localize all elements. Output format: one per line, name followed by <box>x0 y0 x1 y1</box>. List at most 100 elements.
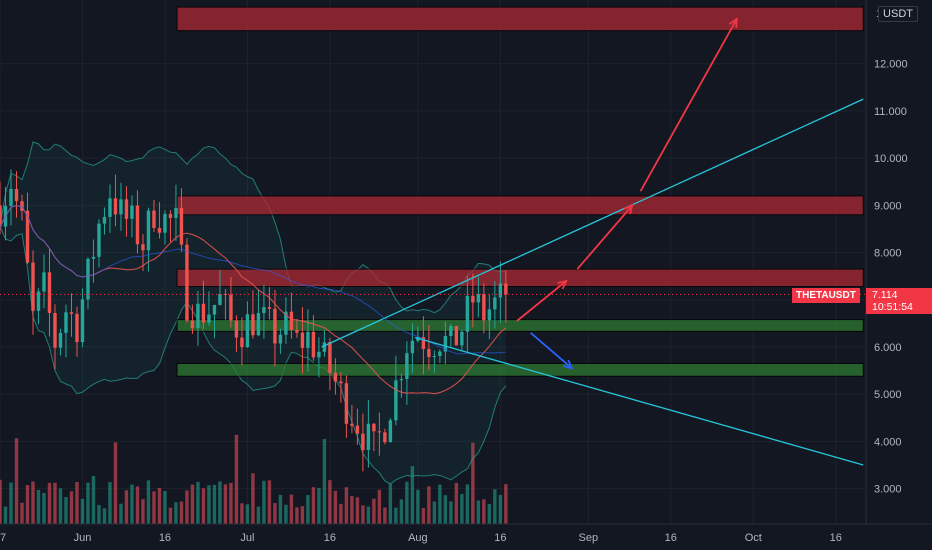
candle-body <box>91 256 96 259</box>
volume-bar <box>234 434 239 524</box>
candle-body <box>152 210 156 229</box>
candle-body <box>240 337 244 348</box>
price-tick-label: 9.000 <box>874 200 902 212</box>
volume-bar <box>97 505 101 524</box>
volume-bar <box>141 499 145 524</box>
volume-bar <box>135 486 140 524</box>
time-tick-label: 16 <box>324 532 336 544</box>
candle-body <box>256 313 261 336</box>
symbol-badge: THETAUSDT <box>792 288 860 303</box>
volume-bar <box>113 442 118 524</box>
candle-body <box>245 314 250 348</box>
candle-body <box>449 325 453 337</box>
volume-bar <box>454 482 459 524</box>
candle-body <box>163 213 167 233</box>
candle-body <box>141 244 145 251</box>
candle-body <box>355 425 360 434</box>
candle-body <box>460 331 464 346</box>
volume-bar <box>174 502 178 524</box>
volume-bar <box>124 490 129 524</box>
volume-bar <box>427 486 431 524</box>
candle-body <box>295 330 299 333</box>
volume-bar <box>152 491 156 524</box>
candle-body <box>410 340 415 354</box>
candle-body <box>383 432 387 443</box>
volume-bar <box>58 488 63 524</box>
candle-body <box>289 311 294 331</box>
volume-bar <box>333 490 338 524</box>
price-tick-label: 8.000 <box>874 248 902 260</box>
volume-bar <box>218 481 222 524</box>
volume-bar <box>394 507 398 524</box>
candle-body <box>201 303 206 323</box>
candle-body <box>427 348 431 358</box>
candle-body <box>284 311 288 335</box>
volume-bars <box>0 434 508 524</box>
currency-badge[interactable]: USDT <box>878 6 918 22</box>
candle-body <box>317 351 321 358</box>
candle-body <box>487 309 492 321</box>
candle-body <box>278 334 283 344</box>
candle-body <box>454 325 459 346</box>
candle-body <box>58 332 63 348</box>
candle-body <box>399 379 404 381</box>
volume-bar <box>300 506 305 524</box>
resistance-zone <box>176 195 864 216</box>
candle-body <box>25 210 30 263</box>
volume-bar <box>410 466 415 524</box>
arrow-head <box>623 203 634 215</box>
candle-body <box>498 283 503 298</box>
volume-bar <box>498 494 503 524</box>
volume-bar <box>163 491 167 524</box>
arrow-head <box>562 359 574 370</box>
volume-bar <box>306 494 310 524</box>
volume-bar <box>179 501 184 524</box>
time-tick-label: 16 <box>494 532 506 544</box>
candle-body <box>251 314 255 336</box>
candle-body <box>42 272 46 292</box>
candle-body <box>465 295 470 332</box>
candle-body <box>361 433 365 450</box>
volume-bar <box>416 489 420 524</box>
volume-bar <box>185 490 189 524</box>
volume-bar <box>91 475 96 524</box>
volume-bar <box>438 484 442 524</box>
trendlines <box>321 98 864 466</box>
candle-body <box>322 342 327 352</box>
volume-bar <box>201 488 206 524</box>
candle-body <box>405 353 409 380</box>
price-tick-label: 11.000 <box>874 106 907 118</box>
candle-body <box>69 312 74 314</box>
volume-bar <box>311 487 316 524</box>
candle-body <box>438 351 442 356</box>
volume-bar <box>487 504 492 524</box>
volume-bar <box>372 498 376 524</box>
volume-bar <box>251 473 255 524</box>
candle-body <box>311 331 316 358</box>
volume-bar <box>339 503 343 524</box>
candle-body <box>339 381 343 384</box>
volume-bar <box>31 481 35 524</box>
candle-body <box>174 207 178 218</box>
volume-bar <box>75 482 79 524</box>
volume-bar <box>355 497 360 524</box>
last-price-badge: 7.114 10:51:54 <box>866 288 932 314</box>
candle-body <box>300 332 305 348</box>
price-tick-label: 5.000 <box>874 389 902 401</box>
volume-bar <box>146 480 151 524</box>
candle-body <box>64 312 68 333</box>
volume-bar <box>245 504 250 524</box>
candle-body <box>168 213 173 218</box>
volume-bar <box>207 485 211 524</box>
volume-bar <box>47 482 52 524</box>
volume-bar <box>465 484 470 524</box>
arrow-head <box>728 17 738 28</box>
candles <box>0 169 508 472</box>
volume-bar <box>471 442 475 524</box>
volume-bar <box>322 439 327 524</box>
candle-body <box>273 308 277 344</box>
candle-body <box>262 307 266 314</box>
volume-bar <box>388 483 393 524</box>
